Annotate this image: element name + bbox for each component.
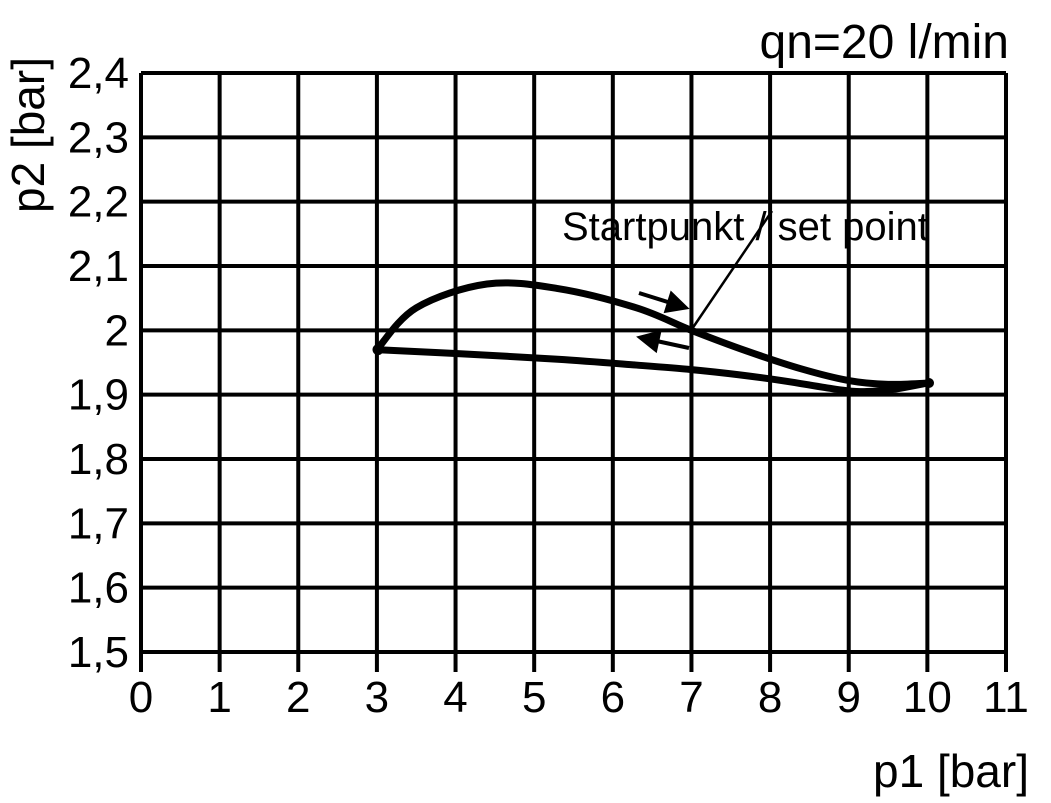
svg-text:8: 8 (758, 673, 782, 722)
svg-text:2,3: 2,3 (68, 113, 129, 162)
svg-text:p2 [bar]: p2 [bar] (2, 57, 54, 213)
svg-text:2,4: 2,4 (68, 49, 129, 98)
svg-text:qn=20 l/min: qn=20 l/min (760, 16, 1010, 69)
svg-text:2: 2 (286, 673, 310, 722)
svg-text:Startpunkt / set point: Startpunkt / set point (562, 205, 929, 249)
svg-text:1,6: 1,6 (68, 564, 129, 613)
svg-text:6: 6 (601, 673, 625, 722)
svg-text:7: 7 (679, 673, 703, 722)
svg-text:10: 10 (903, 673, 952, 722)
svg-text:5: 5 (522, 673, 546, 722)
svg-text:2,2: 2,2 (68, 178, 129, 227)
svg-text:0: 0 (129, 673, 153, 722)
svg-text:11: 11 (983, 673, 1029, 722)
svg-text:9: 9 (836, 673, 860, 722)
svg-text:p1 [bar]: p1 [bar] (873, 745, 1029, 797)
svg-text:1,7: 1,7 (68, 499, 129, 548)
svg-text:1,5: 1,5 (68, 628, 129, 677)
svg-text:2: 2 (105, 306, 129, 355)
svg-text:1,9: 1,9 (68, 371, 129, 420)
svg-text:1,8: 1,8 (68, 435, 129, 484)
svg-text:2,1: 2,1 (68, 242, 129, 291)
svg-text:1: 1 (207, 673, 231, 722)
svg-text:4: 4 (443, 673, 467, 722)
svg-text:3: 3 (365, 673, 389, 722)
